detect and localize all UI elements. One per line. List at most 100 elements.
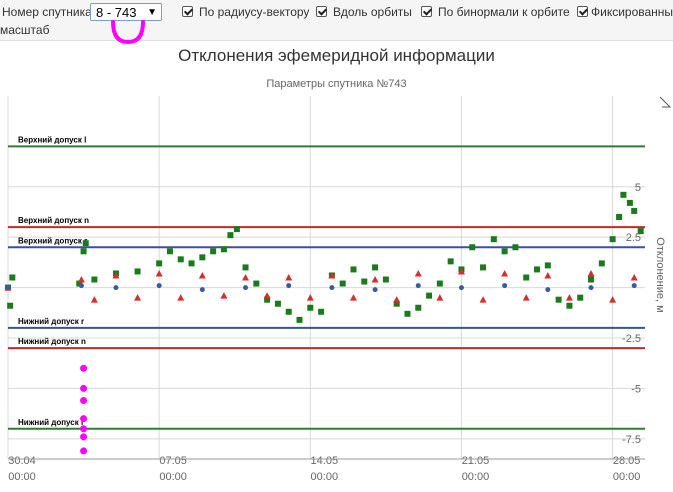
- satellite-select-value: 8 - 743: [96, 5, 137, 20]
- series-n-point: [306, 294, 314, 301]
- series-l-point: [188, 260, 195, 267]
- series-n-point: [544, 271, 552, 279]
- tolerance-label: Нижний допуск l: [18, 418, 83, 427]
- series-n-point: [414, 269, 422, 277]
- radius-vector-checkbox[interactable]: [182, 6, 193, 17]
- x-tick-label: 28.05: [613, 455, 641, 467]
- tolerance-label: Верхний допуск n: [18, 216, 89, 225]
- series-n-point: [371, 276, 379, 283]
- series-l-point: [523, 274, 530, 281]
- series-l-point: [91, 276, 98, 283]
- tolerance-label: Нижний допуск n: [18, 337, 86, 346]
- x-tick-label: 21.05: [462, 455, 490, 467]
- series-n-point: [177, 294, 185, 301]
- series-n-point: [242, 274, 250, 281]
- series-n-point: [263, 292, 271, 299]
- series-l-point: [296, 316, 303, 323]
- series-r-point: [199, 287, 205, 293]
- chart-title: Отклонения эфемеридной информации: [178, 46, 495, 65]
- along-orbit-label: Вдоль орбиты: [333, 5, 412, 19]
- series-l-point: [264, 296, 271, 303]
- magenta-point: [80, 433, 88, 441]
- tolerance-label: Верхний допуск r: [18, 236, 87, 245]
- fixed-scale-label: Фиксированный: [591, 5, 673, 19]
- series-l-point: [588, 276, 595, 283]
- binormal-checkbox[interactable]: [421, 6, 432, 17]
- y-tick-label: 5: [635, 182, 641, 194]
- radius-vector-label: По радиусу-вектору: [199, 5, 310, 19]
- series-l-point: [274, 300, 281, 307]
- series-r-point: [415, 283, 421, 289]
- series-n-point: [198, 271, 206, 279]
- series-l-point: [620, 191, 627, 198]
- series-l-point: [253, 280, 260, 287]
- series-l-point: [393, 300, 400, 307]
- series-n-point: [457, 267, 465, 275]
- series-n-point: [155, 269, 163, 277]
- series-n-point: [77, 276, 85, 283]
- series-r-point: [545, 287, 551, 293]
- series-l-point: [631, 207, 638, 214]
- series-l-point: [512, 244, 519, 251]
- series-l-point: [233, 226, 240, 233]
- series-n-point: [630, 274, 638, 281]
- series-l-point: [544, 262, 551, 269]
- series-l-point: [616, 214, 623, 220]
- x-tick-sublabel: 00:00: [159, 471, 187, 483]
- series-r-point: [631, 283, 637, 289]
- series-l-point: [82, 240, 89, 247]
- series-l-point: [220, 246, 227, 253]
- magenta-point: [80, 425, 88, 433]
- series-l-point: [534, 266, 541, 273]
- series-l-point: [227, 232, 234, 239]
- series-l-point: [166, 248, 173, 255]
- series-n-point: [285, 274, 293, 281]
- series-l-point: [307, 304, 314, 311]
- series-r-point: [502, 283, 508, 289]
- series-l-point: [469, 244, 476, 251]
- x-tick-sublabel: 00:00: [613, 471, 641, 483]
- y-tick-label: -2.5: [622, 333, 641, 345]
- series-r-point: [329, 285, 335, 291]
- series-n-point: [90, 296, 98, 303]
- axes: 5 2.5 -2.5 -5 -7.5 30.04 00:00 07.05 00:00 14.05 0…: [8, 182, 645, 483]
- series-n-point: [565, 294, 573, 301]
- magenta-point: [80, 447, 88, 455]
- series-n-point: [220, 292, 228, 299]
- along-orbit-checkbox[interactable]: [316, 6, 327, 17]
- x-tick-sublabel: 00:00: [462, 471, 490, 483]
- series-l-point: [9, 274, 16, 281]
- series-l-point: [415, 304, 422, 311]
- satellite-select[interactable]: 8 - 743 ▼: [90, 3, 162, 21]
- scale-label: масштаб: [0, 23, 50, 37]
- fixed-scale-checkbox[interactable]: [577, 6, 588, 17]
- chart-subtitle: Параметры спутника №743: [266, 78, 407, 90]
- series-n-point: [522, 294, 530, 301]
- series-n-point: [609, 296, 617, 303]
- y-tick-label: 2.5: [626, 232, 641, 244]
- series-l-point: [555, 296, 562, 303]
- series-l-point: [404, 310, 411, 317]
- y-tick-label: -5: [631, 383, 641, 395]
- series-l-point: [339, 280, 346, 287]
- series-l-point: [566, 302, 573, 309]
- series-l-point: [598, 260, 605, 267]
- series-l-point: [577, 294, 584, 301]
- x-tick-sublabel: 00:00: [8, 471, 36, 483]
- series-n-point: [112, 271, 120, 279]
- series-l-point: [609, 236, 616, 243]
- y-tick-label: -7.5: [622, 434, 641, 446]
- x-tick-sublabel: 00:00: [311, 471, 339, 483]
- series-r-point: [243, 285, 249, 291]
- series-l-point: [480, 264, 487, 271]
- series-l-point: [76, 280, 83, 287]
- series-l-point: [501, 248, 508, 255]
- series-r-point: [588, 285, 594, 291]
- corner-arrow-icon: [659, 96, 672, 108]
- series-l-point: [382, 276, 389, 283]
- series-r-point: [5, 285, 11, 291]
- series-l-point: [490, 236, 497, 243]
